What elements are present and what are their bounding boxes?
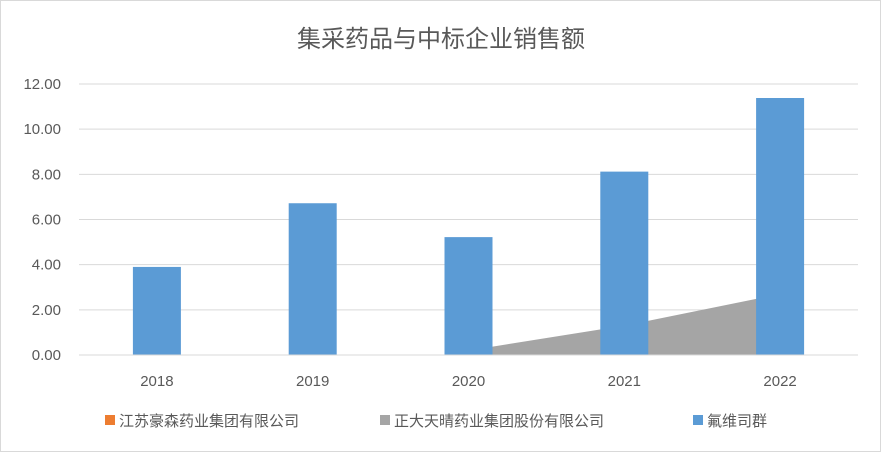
bar-2018 xyxy=(132,266,181,355)
x-tick-label: 2019 xyxy=(296,373,329,390)
bar-2019 xyxy=(288,203,337,355)
legend-label: 江苏豪森药业集团有限公司 xyxy=(119,412,299,430)
legend-item: 正大天晴药业集团股份有限公司 xyxy=(380,412,604,430)
y-tick-label: 10.00 xyxy=(23,121,61,138)
legend-swatch xyxy=(380,415,390,425)
legend-item: 氟维司群 xyxy=(693,412,767,430)
legend-item: 江苏豪森药业集团有限公司 xyxy=(105,412,299,430)
axes: 0.00 2.00 4.00 6.00 8.00 10.00 12.00 2018 2019 20… xyxy=(23,76,858,390)
x-tick-label: 2022 xyxy=(763,373,796,390)
bar-2020 xyxy=(444,237,493,355)
y-tick-label: 12.00 xyxy=(23,76,61,93)
y-tick-label: 0.00 xyxy=(32,347,61,364)
y-tick-label: 2.00 xyxy=(32,302,61,319)
legend-swatch xyxy=(693,415,703,425)
x-tick-label: 2020 xyxy=(452,373,485,390)
legend-label: 正大天晴药业集团股份有限公司 xyxy=(394,412,604,430)
x-tick-label: 2021 xyxy=(608,373,641,390)
y-tick-label: 6.00 xyxy=(32,212,61,229)
legend-label: 氟维司群 xyxy=(707,412,767,430)
bar-2022 xyxy=(756,98,805,356)
area-series-fill xyxy=(468,294,781,355)
x-tick-label: 2018 xyxy=(140,373,173,390)
legend: 江苏豪森药业集团有限公司 正大天晴药业集团股份有限公司 氟维司群 xyxy=(105,412,767,430)
area-series xyxy=(468,294,781,355)
bar-series xyxy=(132,98,805,356)
legend-swatch xyxy=(105,415,115,425)
bar-2021 xyxy=(600,171,649,355)
y-tick-label: 4.00 xyxy=(32,257,61,274)
y-tick-label: 8.00 xyxy=(32,166,61,183)
chart-title: 集采药品与中标企业销售额 xyxy=(297,25,585,53)
